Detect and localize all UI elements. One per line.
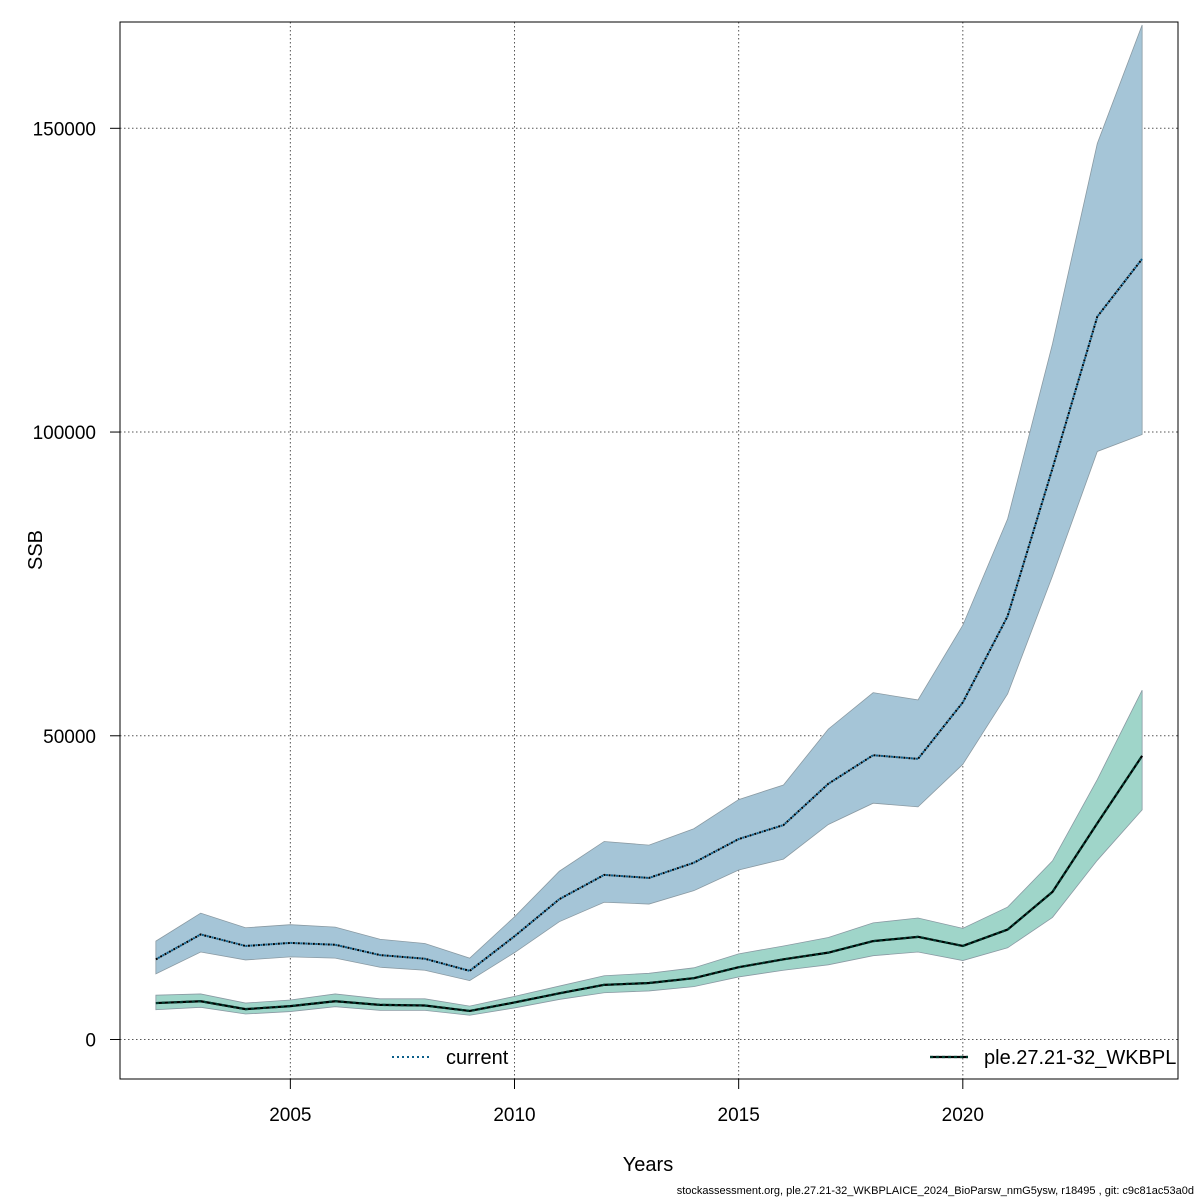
y-tick-label: 0 [85, 1031, 96, 1052]
series-line-wkbpl-base [155, 755, 1144, 1013]
y-tick-label: 100000 [33, 423, 96, 444]
series-line-current [155, 258, 1143, 972]
legend: current ple.27.21-32_WKBPL [392, 1047, 1176, 1069]
axes: 2005 2010 2015 2020 0 50000 100000 150000 [33, 21, 1179, 1126]
y-tick-label: 150000 [33, 119, 96, 140]
x-tick-label: 2010 [493, 1105, 535, 1126]
x-tick-label: 2005 [269, 1105, 311, 1126]
legend-label-wkbpl: ple.27.21-32_WKBPL [984, 1047, 1176, 1069]
plot-frame [119, 21, 1179, 1080]
confidence-bands [155, 24, 1143, 1016]
y-axis-title: SSB [25, 530, 47, 570]
series-lines [155, 258, 1144, 1013]
series-line-current-overlay [155, 258, 1143, 972]
band-wkbpl [155, 690, 1143, 1016]
x-tick-label: 2020 [942, 1105, 984, 1126]
x-tick-label: 2015 [718, 1105, 760, 1126]
grid-lines [120, 22, 1178, 1079]
x-axis-title: Years [623, 1154, 673, 1176]
band-current [155, 24, 1143, 982]
y-tick-label: 50000 [43, 727, 96, 748]
legend-label-current: current [446, 1047, 509, 1069]
footer-note: stockassessment.org, ple.27.21-32_WKBPLA… [676, 1185, 1194, 1197]
